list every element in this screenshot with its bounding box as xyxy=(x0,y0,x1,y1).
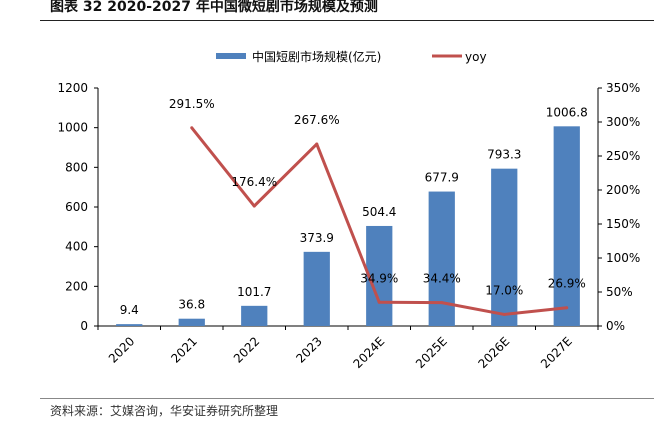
x-tick-label: 2026E xyxy=(476,334,513,371)
left-tick-label: 1000 xyxy=(57,121,88,135)
x-tick-label: 2020 xyxy=(106,334,137,365)
bar xyxy=(116,324,143,326)
x-tick-label: 2021 xyxy=(168,334,199,365)
yoy-label: 291.5% xyxy=(169,97,215,111)
yoy-point xyxy=(565,306,569,310)
right-tick-label: 50% xyxy=(606,285,633,299)
source-note: 资料来源：艾媒咨询，华安证券研究所整理 xyxy=(50,404,279,418)
left-tick-label: 1200 xyxy=(57,81,88,95)
legend-bar-label: 中国短剧市场规模(亿元) xyxy=(252,49,381,64)
x-tick-label: 2024E xyxy=(351,334,388,371)
yoy-point xyxy=(315,142,319,146)
yoy-label: 34.4% xyxy=(423,272,461,286)
x-tick-label: 2022 xyxy=(231,334,262,365)
title-divider xyxy=(40,20,654,21)
legend-bar-swatch xyxy=(216,53,246,59)
bar xyxy=(366,225,393,326)
bar-label: 793.3 xyxy=(487,148,521,162)
right-tick-label: 150% xyxy=(606,217,640,231)
yoy-point xyxy=(377,300,381,304)
bar xyxy=(491,168,518,326)
yoy-label: 34.9% xyxy=(360,271,398,285)
right-tick-label: 300% xyxy=(606,115,640,129)
right-tick-label: 100% xyxy=(606,251,640,265)
x-tick-label: 2027E xyxy=(538,334,575,371)
yoy-point xyxy=(502,312,506,316)
right-tick-label: 200% xyxy=(606,183,640,197)
bar xyxy=(178,318,205,326)
bar-label: 373.9 xyxy=(300,231,334,245)
left-tick-label: 600 xyxy=(65,200,88,214)
yoy-label: 17.0% xyxy=(485,283,523,297)
x-tick-label: 2025E xyxy=(413,334,450,371)
yoy-point xyxy=(252,204,256,208)
bar-label: 9.4 xyxy=(120,303,139,317)
left-tick-label: 0 xyxy=(80,319,88,333)
bar-label: 101.7 xyxy=(237,285,271,299)
legend-line-label: yoy xyxy=(465,50,487,64)
bar xyxy=(553,126,580,327)
chart-title: 图表 32 2020-2027 年中国微短剧市场规模及预测 xyxy=(50,0,378,15)
bar-label: 1006.8 xyxy=(546,105,588,119)
bar-label: 504.4 xyxy=(362,205,396,219)
left-tick-label: 400 xyxy=(65,240,88,254)
x-tick-label: 2023 xyxy=(293,334,324,365)
bar xyxy=(303,251,330,326)
bar xyxy=(241,305,268,326)
yoy-label: 26.9% xyxy=(548,277,586,291)
yoy-point xyxy=(440,301,444,305)
bar-label: 677.9 xyxy=(425,171,459,185)
left-tick-label: 200 xyxy=(65,279,88,293)
yoy-label: 176.4% xyxy=(231,175,277,189)
right-tick-label: 250% xyxy=(606,149,640,163)
left-tick-label: 800 xyxy=(65,160,88,174)
bar-label: 36.8 xyxy=(178,298,205,312)
right-tick-label: 0% xyxy=(606,319,625,333)
yoy-label: 267.6% xyxy=(294,113,340,127)
yoy-point xyxy=(190,126,194,130)
source-divider xyxy=(40,398,654,399)
right-tick-label: 350% xyxy=(606,81,640,95)
